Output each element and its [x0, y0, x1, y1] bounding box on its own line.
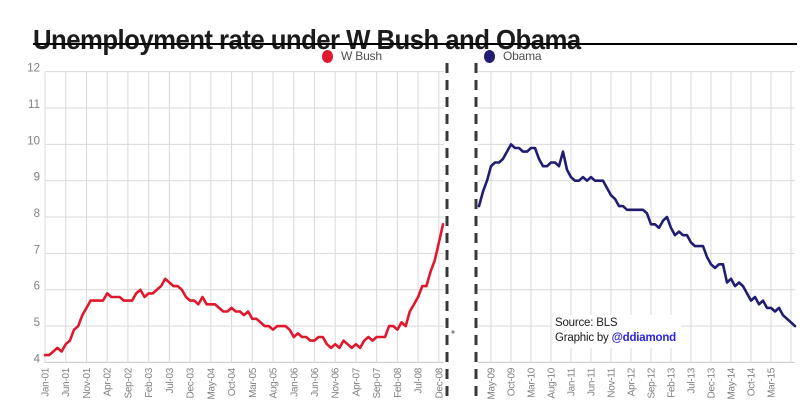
svg-text:8: 8: [34, 208, 40, 220]
svg-text:Oct-09: Oct-09: [507, 367, 518, 396]
svg-text:Jun-01: Jun-01: [61, 367, 72, 397]
svg-text:Mar-15: Mar-15: [767, 367, 778, 398]
svg-text:Dec-13: Dec-13: [707, 367, 718, 398]
svg-text:7: 7: [34, 244, 40, 256]
svg-text:Jul-03: Jul-03: [165, 367, 176, 393]
credit-prefix: Graphic by: [555, 332, 612, 344]
gridlines: 4 5 6 7 8 9 10 11 12: [27, 63, 795, 365]
svg-text:Sep-12: Sep-12: [647, 367, 658, 398]
x-axis-labels: Jan-01 Jun-01 Nov-01 Apr-02 Sep-02 Feb-03 Jul-…: [41, 367, 778, 399]
svg-text:Apr-12: Apr-12: [627, 367, 638, 396]
svg-text:10: 10: [27, 135, 40, 147]
svg-text:Sep-07: Sep-07: [372, 367, 383, 398]
svg-text:Jan-11: Jan-11: [567, 367, 578, 396]
svg-text:Feb-13: Feb-13: [667, 367, 678, 398]
chart-legend: W Bush Obama: [0, 48, 800, 64]
legend-label-obama: Obama: [503, 49, 542, 63]
svg-text:Jun-11: Jun-11: [587, 367, 598, 396]
svg-text:6: 6: [34, 281, 40, 293]
svg-text:Feb-03: Feb-03: [144, 367, 155, 398]
svg-text:Mar-05: Mar-05: [248, 367, 259, 398]
credit-handle-link[interactable]: @ddiamond: [611, 332, 677, 344]
legend-item-obama: Obama: [484, 48, 542, 64]
gap-dot: [451, 330, 455, 334]
svg-text:Jan-06: Jan-06: [289, 367, 300, 397]
svg-text:Aug-05: Aug-05: [269, 367, 280, 398]
svg-text:Dec-08: Dec-08: [434, 367, 445, 398]
svg-text:Sep-02: Sep-02: [123, 367, 134, 398]
source-annotation: Source: BLS Graphic by @ddiamond: [552, 315, 681, 348]
title-underline: [33, 43, 797, 45]
obama-line: [477, 143, 797, 328]
obama-series-dot-icon: [484, 49, 495, 63]
svg-text:Feb-08: Feb-08: [393, 367, 404, 398]
svg-text:Apr-07: Apr-07: [351, 367, 362, 396]
svg-text:Nov-01: Nov-01: [82, 367, 93, 398]
svg-text:May-14: May-14: [727, 367, 738, 399]
svg-text:11: 11: [28, 99, 40, 111]
svg-text:Aug-10: Aug-10: [547, 367, 558, 398]
svg-text:Jul-08: Jul-08: [414, 367, 425, 393]
svg-text:12: 12: [27, 63, 40, 75]
svg-text:Apr-02: Apr-02: [103, 367, 114, 396]
svg-text:Dec-03: Dec-03: [186, 367, 197, 398]
svg-text:Nov-11: Nov-11: [607, 367, 618, 397]
legend-label-wbush: W Bush: [341, 49, 382, 63]
source-label: Source: BLS: [555, 317, 618, 329]
svg-text:Jun-06: Jun-06: [310, 367, 321, 397]
svg-text:5: 5: [34, 317, 40, 329]
svg-text:4: 4: [34, 353, 41, 365]
svg-text:9: 9: [34, 172, 40, 184]
svg-text:May-04: May-04: [206, 367, 217, 399]
svg-text:Mar-10: Mar-10: [527, 367, 538, 398]
svg-text:Jul-13: Jul-13: [687, 367, 698, 393]
svg-text:May-09: May-09: [487, 367, 498, 399]
svg-text:Jan-01: Jan-01: [41, 367, 52, 397]
wbush-series-dot-icon: [322, 49, 333, 63]
legend-item-wbush: W Bush: [322, 48, 382, 64]
unemployment-chart-svg: 4 5 6 7 8 9 10 11 12 Jan-01 Jun-01 Nov-01 Apr-02 Sep-…: [27, 63, 797, 400]
unemployment-chart: 4 5 6 7 8 9 10 11 12 Jan-01 Jun-01 Nov-01 Apr-02 Sep-…: [0, 60, 800, 403]
svg-text:Oct-04: Oct-04: [227, 367, 238, 396]
svg-text:Oct-14: Oct-14: [747, 367, 758, 396]
svg-text:Nov-06: Nov-06: [331, 367, 342, 398]
wbush-line: [43, 223, 445, 357]
